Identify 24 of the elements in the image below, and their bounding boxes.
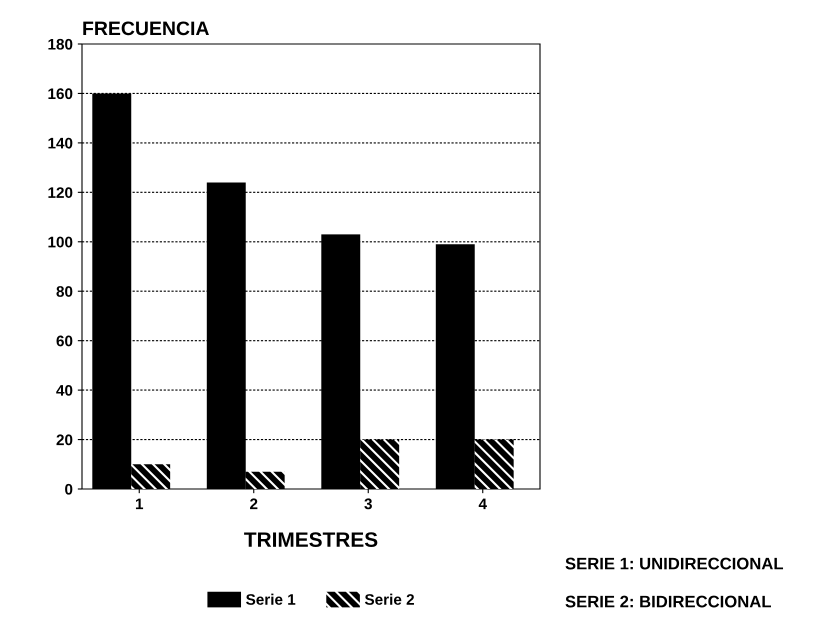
y-tick-label: 40: [56, 384, 72, 396]
y-tick-label: 140: [48, 138, 72, 149]
bar: [246, 472, 285, 489]
y-tick-label: 60: [56, 336, 72, 346]
y-tick-label: 20: [56, 434, 72, 446]
x-tick-label: 1: [136, 498, 144, 510]
x-tick-label: 4: [478, 498, 487, 510]
y-tick-label: 0: [65, 484, 72, 495]
text: SERIE 1: UNIDIRECCIONAL: [565, 558, 784, 570]
bar: [131, 464, 170, 489]
x-axis-title: TRIMESTRES: [244, 532, 378, 548]
y-tick-label: 100: [48, 236, 72, 248]
legend-label: Serie 2: [364, 594, 414, 605]
y-tick-label: 120: [48, 187, 72, 198]
bar: [474, 440, 514, 489]
bar: [360, 440, 400, 489]
y-tick-label: 160: [48, 88, 72, 100]
y-tick-label: 80: [56, 286, 72, 297]
text: SERIE 2: BIDIRECCIONAL: [565, 596, 771, 608]
x-tick-label: 3: [364, 498, 372, 510]
y-axis-title: FRECUENCIA: [83, 21, 209, 36]
x-tick-label: 2: [250, 498, 258, 510]
y-tick-label: 180: [48, 38, 72, 50]
legend-label: Serie 1: [246, 594, 296, 605]
